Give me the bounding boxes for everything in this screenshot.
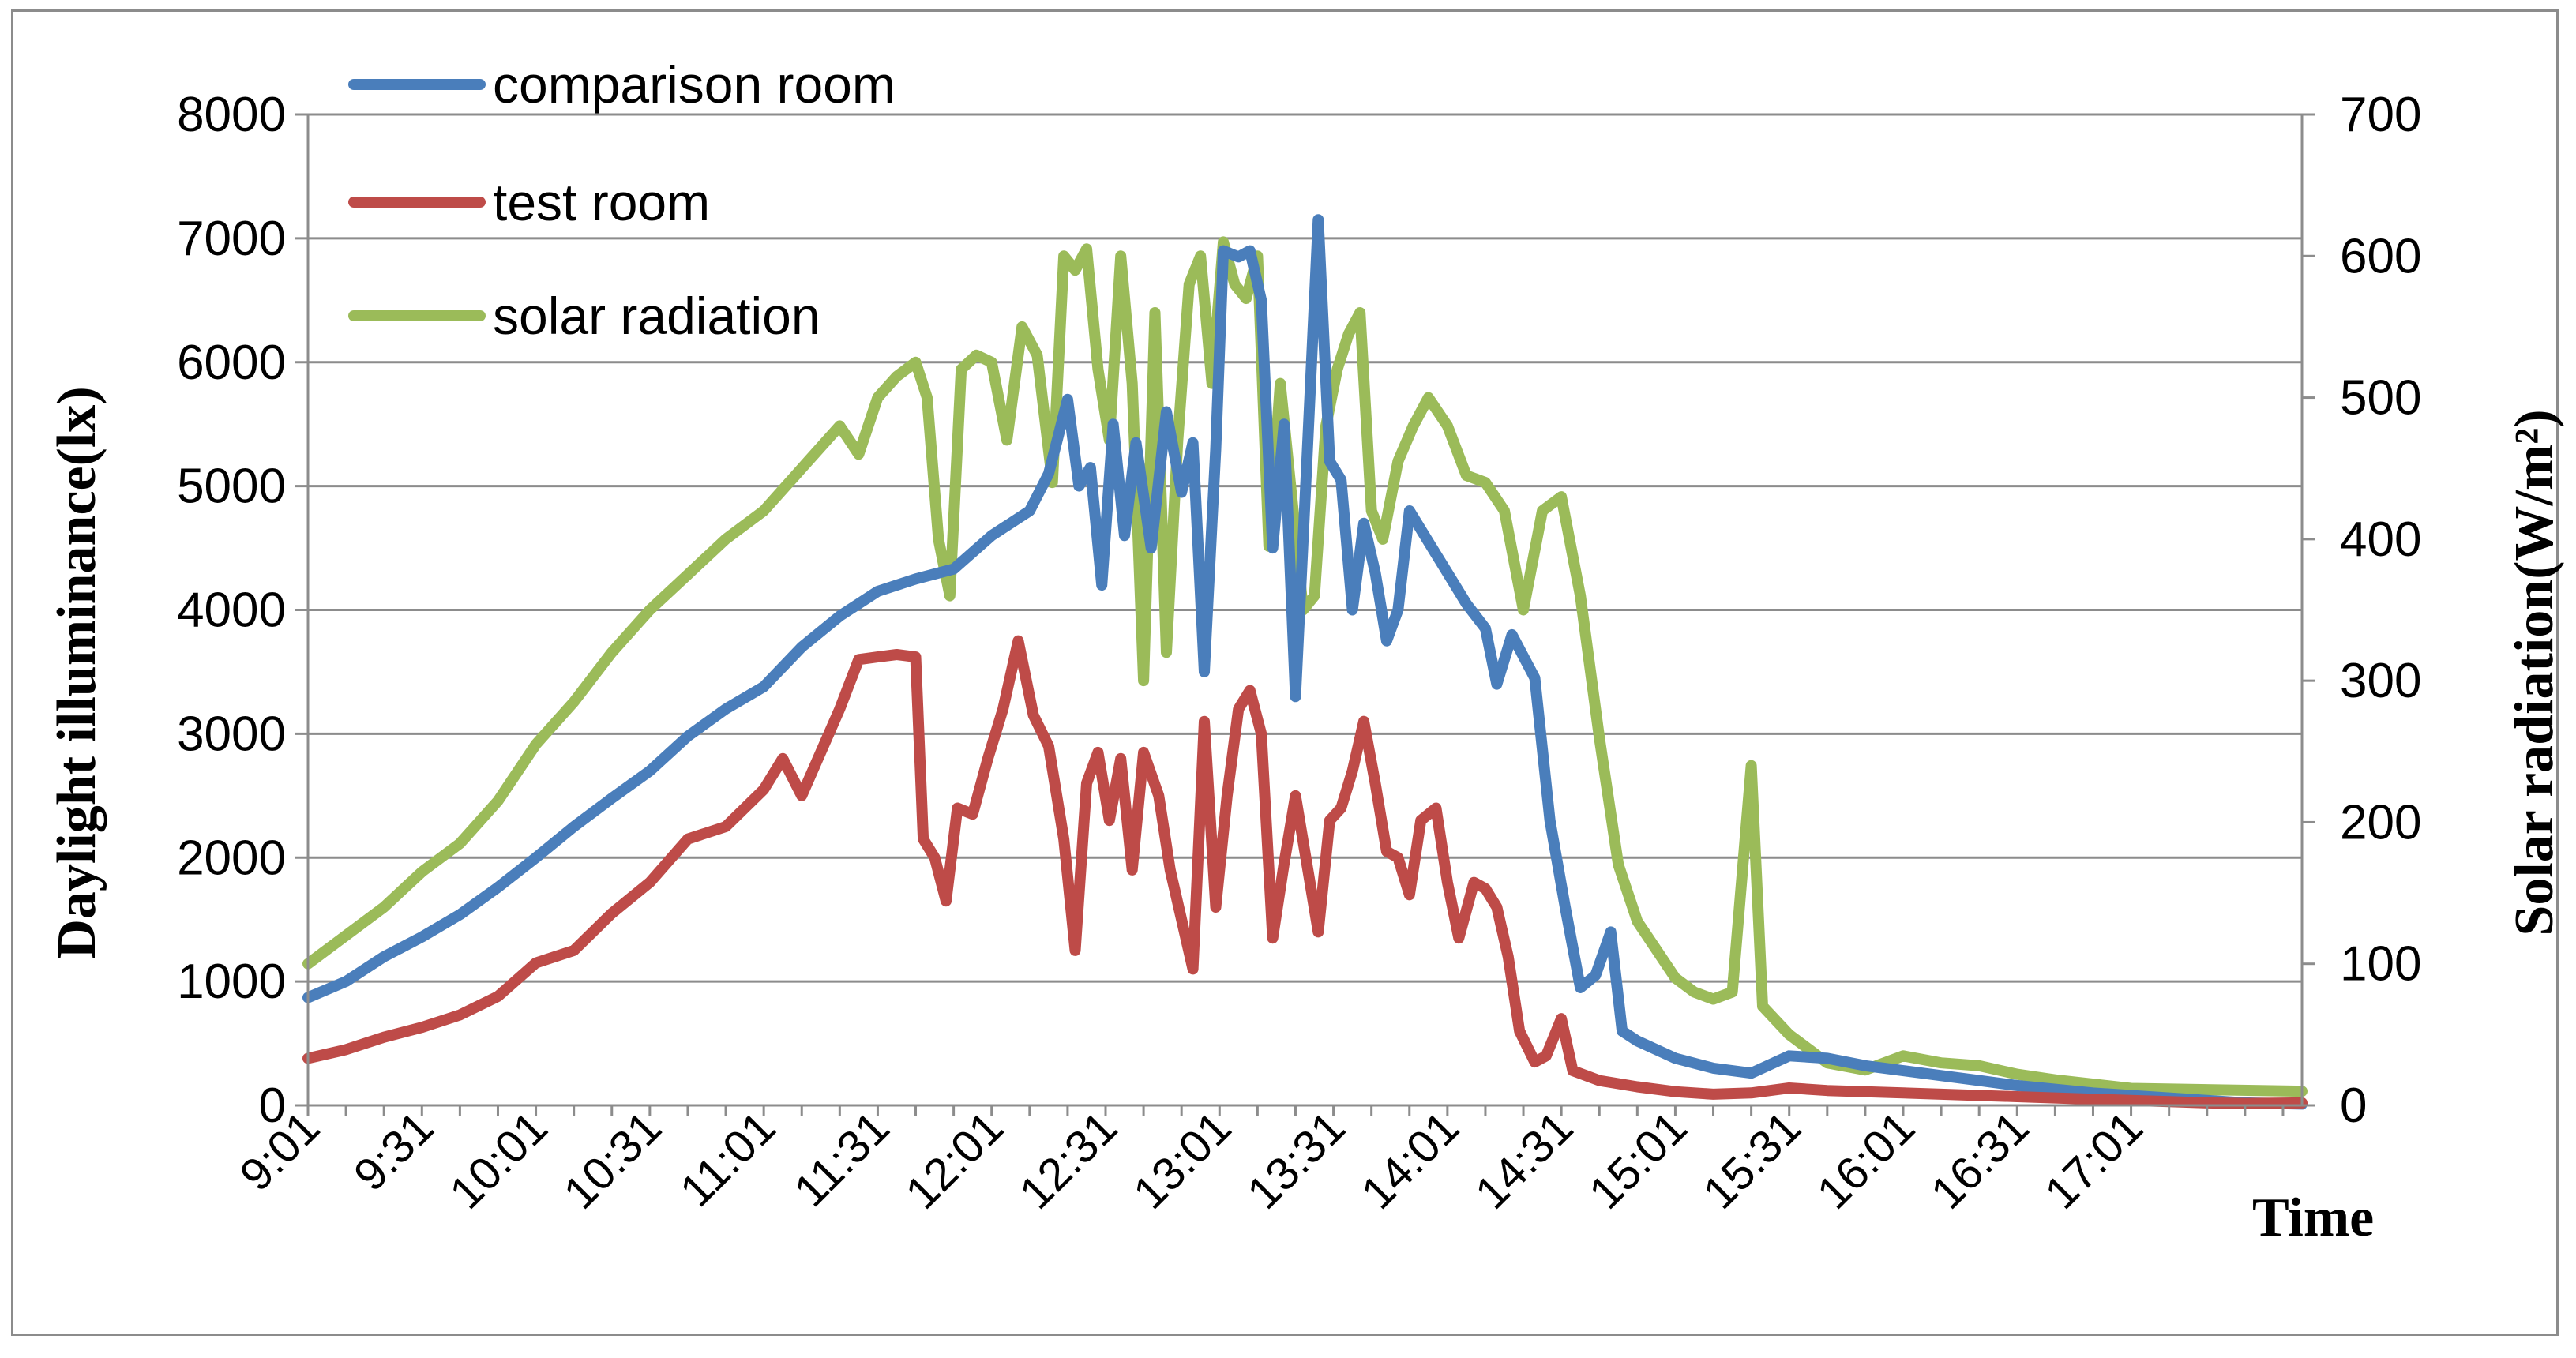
x-axis-tick-label: 12:01 [896,1101,1013,1219]
x-axis-tick-label: 16:31 [1921,1101,2039,1219]
legend-label: test room [493,173,710,231]
right-axis-tick-labels: 0 100 200 300 400 500 600 700 [2340,88,2421,1133]
x-axis-tick-label: 17:01 [2035,1101,2153,1219]
x-axis-tick-label: 15:31 [1693,1101,1811,1219]
right-axis-tick-label: 0 [2340,1079,2367,1133]
x-axis-tick-label: 11:01 [670,1101,786,1217]
x-axis-tick-label: 9:31 [344,1101,444,1201]
y-axis-title: Daylight illuminance(lx) [47,386,107,958]
left-axis-tick-label: 1000 [177,955,286,1009]
left-axis-tick-label: 7000 [177,212,286,266]
left-axis-tick-label: 2000 [177,831,286,885]
x-axis-tick-label: 11:31 [784,1101,899,1217]
x-axis-tick-label: 9:01 [230,1101,329,1201]
x-axis-tick-label: 16:01 [1808,1101,1925,1219]
x-axis-tick-label: 12:31 [1010,1101,1128,1219]
x-axis-title: Time [2252,1187,2374,1248]
series-line-comparison-room [302,214,2308,1110]
left-axis-tick-label: 3000 [177,707,286,761]
x-axis-tick-label: 13:31 [1237,1101,1355,1219]
chart-frame [11,9,2559,1336]
left-axis-tick-label: 4000 [177,583,286,638]
left-axis-tick-label: 8000 [177,88,286,142]
left-axis-tick-label: 0 [259,1079,286,1133]
x-axis-tick-label: 13:01 [1124,1101,1241,1219]
right-axis-tick-label: 100 [2340,937,2421,992]
x-axis-tick-label: 10:31 [554,1101,671,1219]
right-axis-tick-label: 600 [2340,229,2421,283]
right-axis-tick-label: 500 [2340,371,2421,426]
y2-axis-title: Solar radiation(W/m²) [2504,409,2565,936]
left-axis-tick-label: 6000 [177,336,286,390]
right-axis-tick-label: 700 [2340,88,2421,142]
legend-label: comparison room [493,55,896,114]
x-axis-tick-label: 14:01 [1351,1101,1469,1219]
legend-label: solar radiation [493,287,820,345]
axes [295,113,2315,1116]
right-axis-tick-label: 300 [2340,654,2421,708]
x-axis-tick-label: 14:31 [1466,1101,1583,1219]
series-lines [302,214,2308,1110]
x-axis-tick-labels: 9:01 9:3110:0110:3111:0111:3112:0112:3113… [230,1101,2152,1219]
left-axis-tick-label: 5000 [177,460,286,514]
legend: comparison room test room solar radiation [348,55,896,345]
left-axis-tick-labels: 0 1000 2000 3000 4000 5000 6000 7000 8000 [177,88,286,1133]
x-axis-tick-label: 10:01 [440,1101,558,1219]
right-axis-tick-label: 200 [2340,795,2421,850]
series-line-solar-radiation [302,236,2308,1097]
x-axis-tick-label: 15:01 [1579,1101,1697,1219]
right-axis-tick-label: 400 [2340,512,2421,567]
series-line-test-room [302,635,2308,1109]
